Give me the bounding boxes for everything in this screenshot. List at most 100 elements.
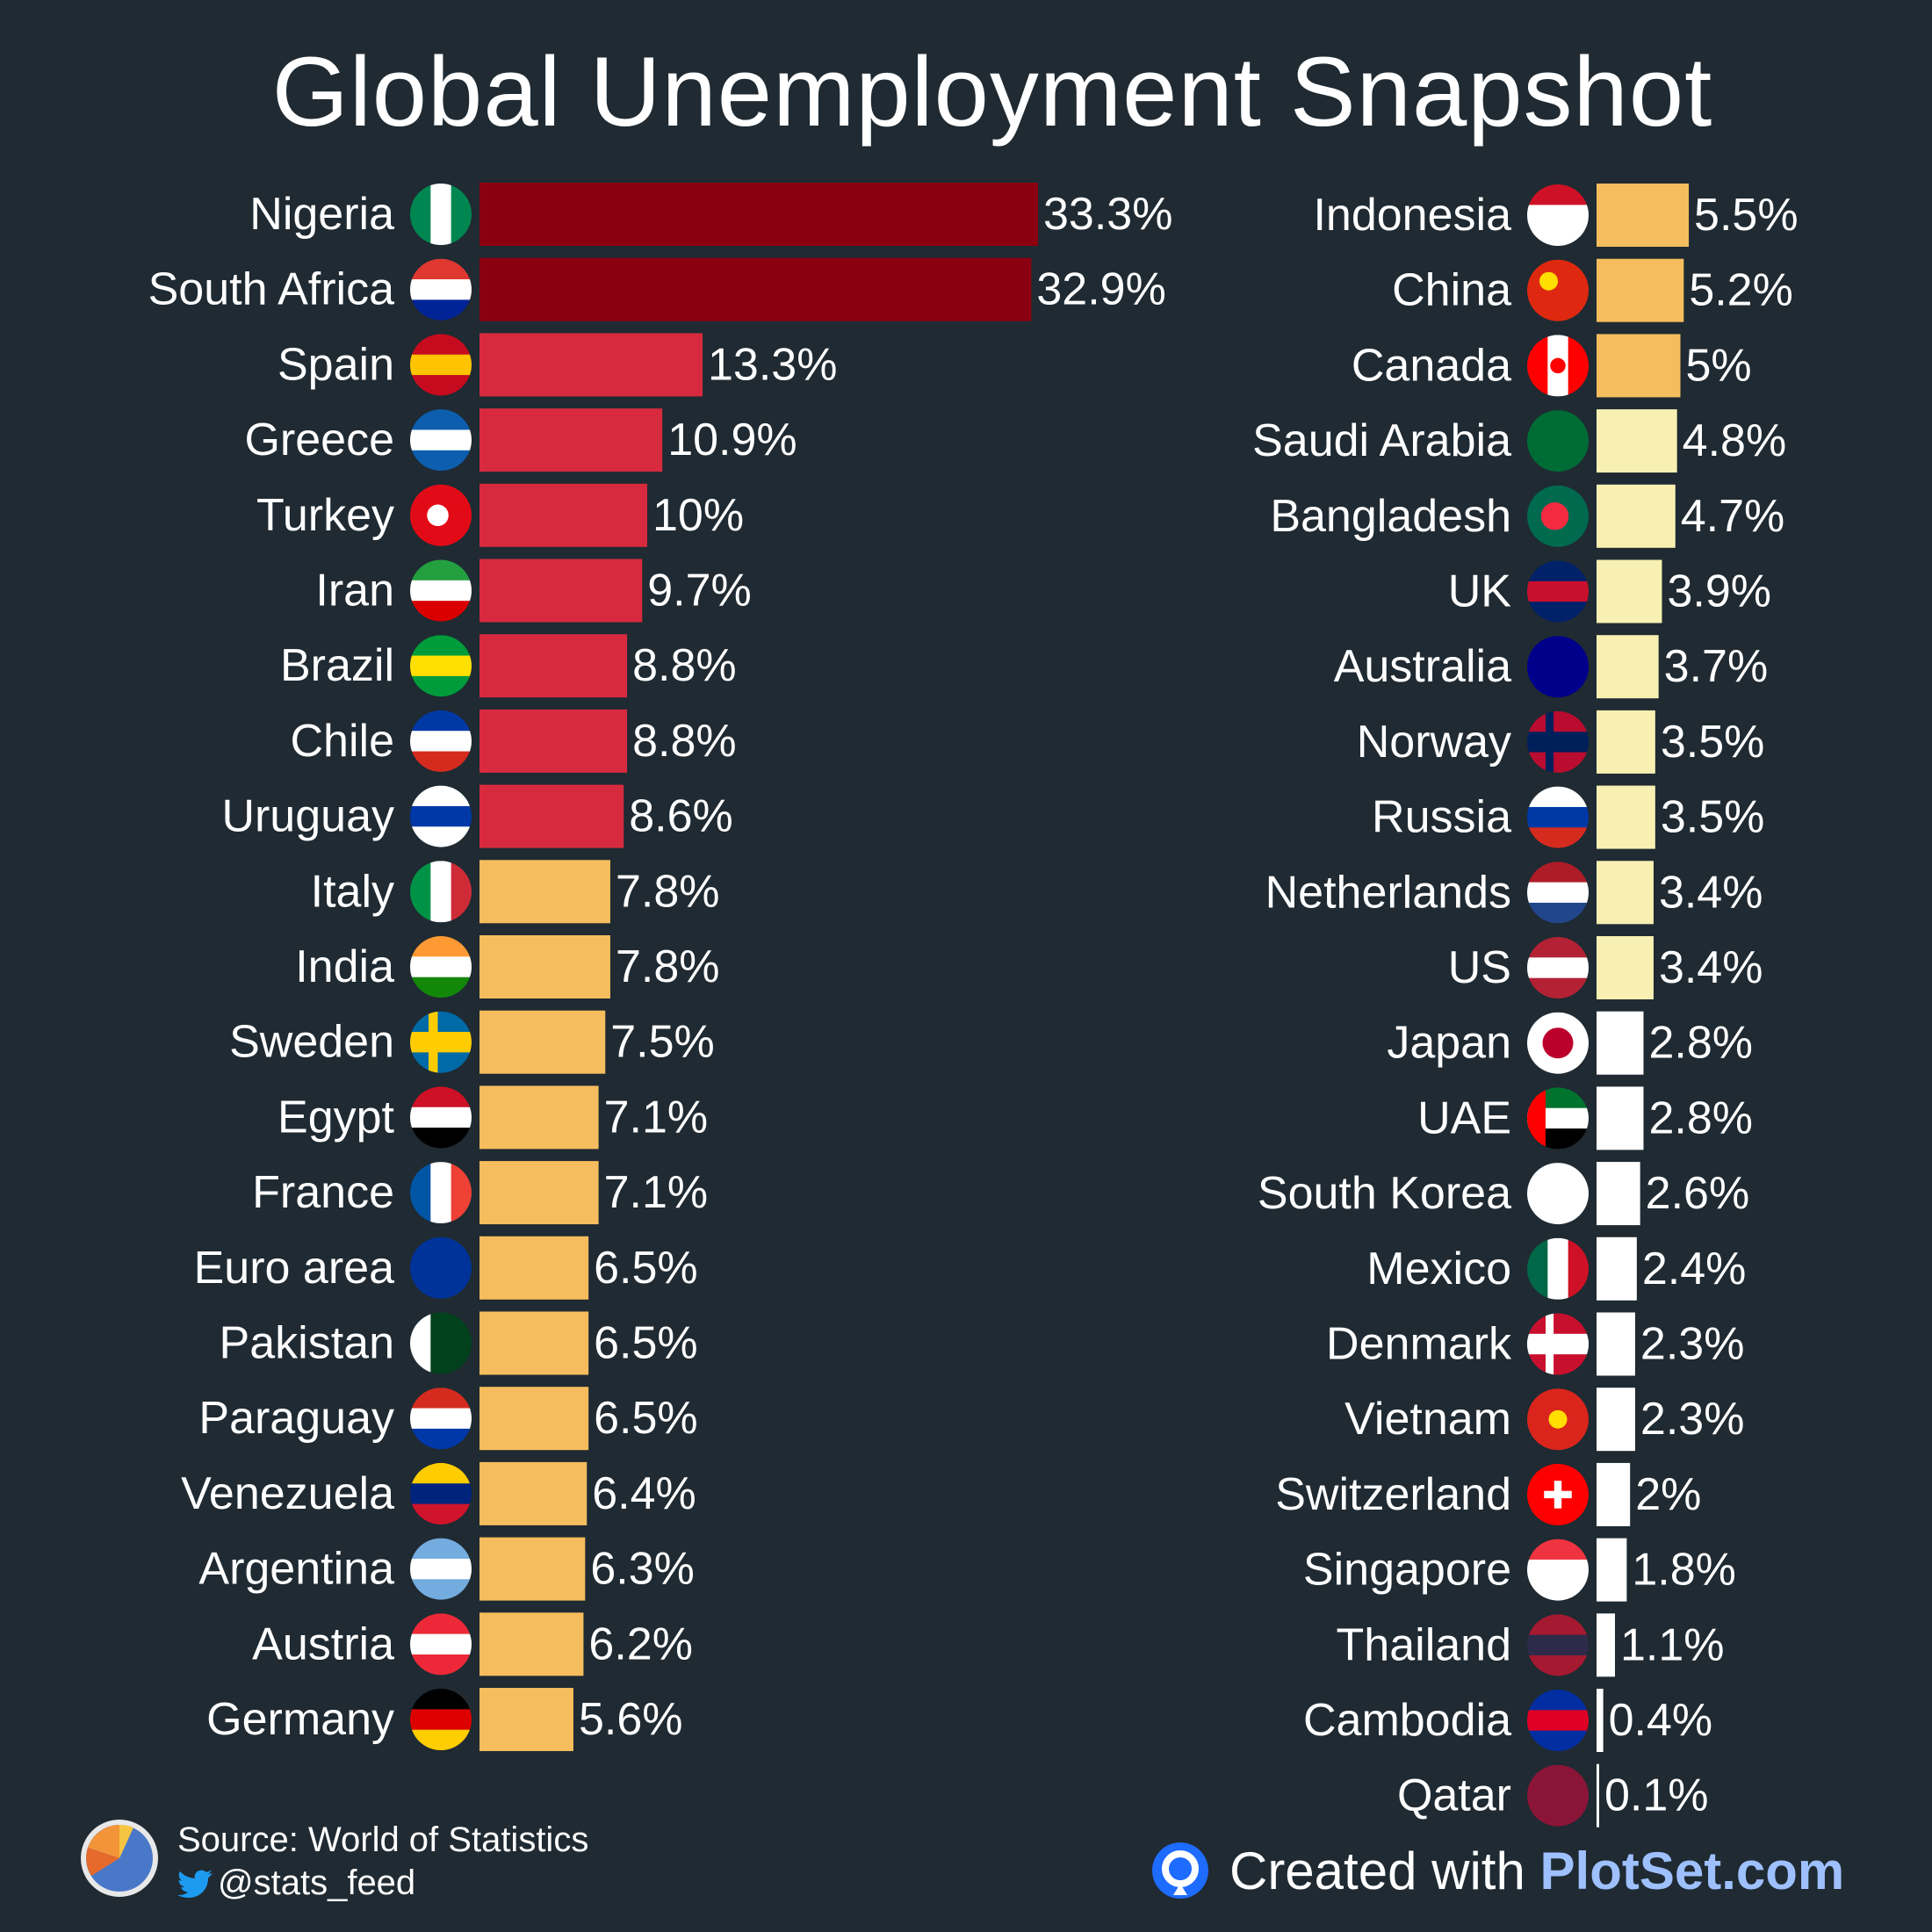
- category-label-india: India: [295, 941, 394, 992]
- value-label-indonesia: 5.5%: [1694, 190, 1799, 241]
- source-block: Source: World of Statistics @stats_feed: [79, 1818, 694, 1906]
- bar-italy: [479, 860, 610, 924]
- value-label-netherlands: 3.4%: [1659, 867, 1763, 918]
- flag-italy-icon: [410, 861, 472, 923]
- bar-vietnam: [1597, 1388, 1635, 1452]
- flag-saudi-arabia-icon: [1527, 410, 1589, 472]
- plotset-logo-icon: [1152, 1842, 1208, 1899]
- category-label-iran: Iran: [315, 566, 394, 616]
- bar-egypt: [479, 1085, 599, 1150]
- value-label-qatar: 0.1%: [1604, 1770, 1709, 1821]
- bar-saudi-arabia: [1597, 409, 1677, 473]
- value-label-austria: 6.2%: [588, 1618, 693, 1669]
- bar-austria: [479, 1612, 584, 1676]
- plotset-brand-link[interactable]: PlotSet.com: [1539, 1842, 1845, 1900]
- bar-indonesia: [1597, 184, 1690, 247]
- value-label-us: 3.4%: [1659, 942, 1763, 993]
- flag-uae-icon: [1527, 1087, 1589, 1150]
- category-label-sweden: Sweden: [229, 1017, 394, 1068]
- value-label-cambodia: 0.4%: [1609, 1695, 1713, 1746]
- flag-argentina-icon: [410, 1538, 472, 1600]
- value-label-brazil: 8.8%: [632, 640, 737, 691]
- value-label-denmark: 2.3%: [1640, 1319, 1745, 1370]
- value-label-greece: 10.9%: [667, 415, 797, 465]
- flag-norway-icon: [1527, 710, 1589, 773]
- category-label-austria: Austria: [252, 1618, 394, 1669]
- bar-france: [479, 1161, 599, 1225]
- created-with-block[interactable]: Created with PlotSet.com: [1150, 1835, 1923, 1906]
- category-label-uae: UAE: [1417, 1092, 1511, 1143]
- value-label-saudi-arabia: 4.8%: [1683, 415, 1787, 466]
- bar-sweden: [479, 1010, 606, 1074]
- bar-mexico: [1597, 1236, 1637, 1301]
- value-label-iran: 9.7%: [647, 566, 752, 616]
- value-label-south-korea: 2.6%: [1646, 1168, 1750, 1219]
- flag-nigeria-icon: [410, 184, 472, 245]
- flag-brazil-icon: [410, 635, 472, 697]
- category-label-egypt: Egypt: [278, 1092, 395, 1143]
- value-label-argentina: 6.3%: [590, 1544, 695, 1595]
- flag-vietnam-icon: [1527, 1388, 1589, 1451]
- category-label-south-africa: South Africa: [148, 264, 394, 315]
- flag-australia-icon: [1527, 636, 1589, 698]
- category-label-spain: Spain: [278, 339, 394, 390]
- flag-qatar-icon: [1527, 1764, 1589, 1827]
- flag-austria-icon: [410, 1613, 472, 1676]
- category-label-south-korea: South Korea: [1258, 1168, 1511, 1219]
- category-label-argentina: Argentina: [198, 1544, 394, 1595]
- value-label-vietnam: 2.3%: [1640, 1394, 1745, 1445]
- category-label-germany: Germany: [206, 1694, 394, 1745]
- flag-spain-icon: [410, 334, 472, 396]
- value-label-canada: 5%: [1686, 340, 1752, 391]
- category-label-france: France: [252, 1167, 394, 1218]
- bar-netherlands: [1597, 861, 1654, 925]
- category-label-us: US: [1448, 942, 1511, 993]
- category-label-russia: Russia: [1372, 792, 1511, 843]
- flag-sweden-icon: [410, 1011, 472, 1073]
- bar-south-korea: [1597, 1162, 1640, 1226]
- value-label-norway: 3.5%: [1661, 717, 1765, 768]
- category-label-brazil: Brazil: [280, 640, 394, 691]
- bar-china: [1597, 258, 1684, 322]
- bar-euro-area: [479, 1236, 589, 1300]
- category-label-nigeria: Nigeria: [249, 189, 394, 240]
- bar-paraguay: [479, 1387, 589, 1451]
- bar-cambodia: [1597, 1689, 1604, 1752]
- bar-turkey: [479, 483, 647, 547]
- flag-france-icon: [410, 1162, 472, 1224]
- bar-brazil: [479, 634, 628, 698]
- flag-bangladesh-icon: [1527, 485, 1589, 547]
- category-label-switzerland: Switzerland: [1275, 1469, 1511, 1520]
- bar-spain: [479, 333, 703, 397]
- category-label-australia: Australia: [1334, 641, 1511, 692]
- value-label-venezuela: 6.4%: [592, 1468, 696, 1519]
- flag-denmark-icon: [1527, 1313, 1589, 1375]
- created-with-text: Created with PlotSet.com: [1229, 1841, 1844, 1901]
- flag-paraguay-icon: [410, 1388, 472, 1450]
- value-label-india: 7.8%: [616, 941, 720, 992]
- bar-pakistan: [479, 1311, 589, 1375]
- flag-south-africa-icon: [410, 258, 472, 321]
- bar-greece: [479, 408, 663, 472]
- value-label-china: 5.2%: [1689, 265, 1793, 316]
- value-label-euro-area: 6.5%: [594, 1243, 698, 1294]
- flag-us-icon: [1527, 937, 1589, 998]
- value-label-singapore: 1.8%: [1632, 1545, 1736, 1596]
- flag-netherlands-icon: [1527, 861, 1589, 924]
- flag-iran-icon: [410, 559, 472, 622]
- bar-us: [1597, 936, 1654, 999]
- category-label-bangladesh: Bangladesh: [1270, 491, 1511, 542]
- category-label-italy: Italy: [311, 866, 394, 917]
- category-label-japan: Japan: [1387, 1018, 1511, 1069]
- value-label-switzerland: 2%: [1635, 1469, 1701, 1520]
- category-label-singapore: Singapore: [1303, 1545, 1511, 1596]
- value-label-chile: 8.8%: [632, 716, 737, 767]
- flag-greece-icon: [410, 409, 472, 472]
- flag-germany-icon: [410, 1689, 472, 1750]
- value-label-australia: 3.7%: [1664, 641, 1769, 692]
- value-label-spain: 13.3%: [708, 339, 837, 390]
- twitter-handle[interactable]: @stats_feed: [177, 1864, 415, 1903]
- category-label-uruguay: Uruguay: [221, 791, 394, 842]
- value-label-sweden: 7.5%: [610, 1017, 715, 1068]
- created-prefix: Created with: [1229, 1842, 1540, 1900]
